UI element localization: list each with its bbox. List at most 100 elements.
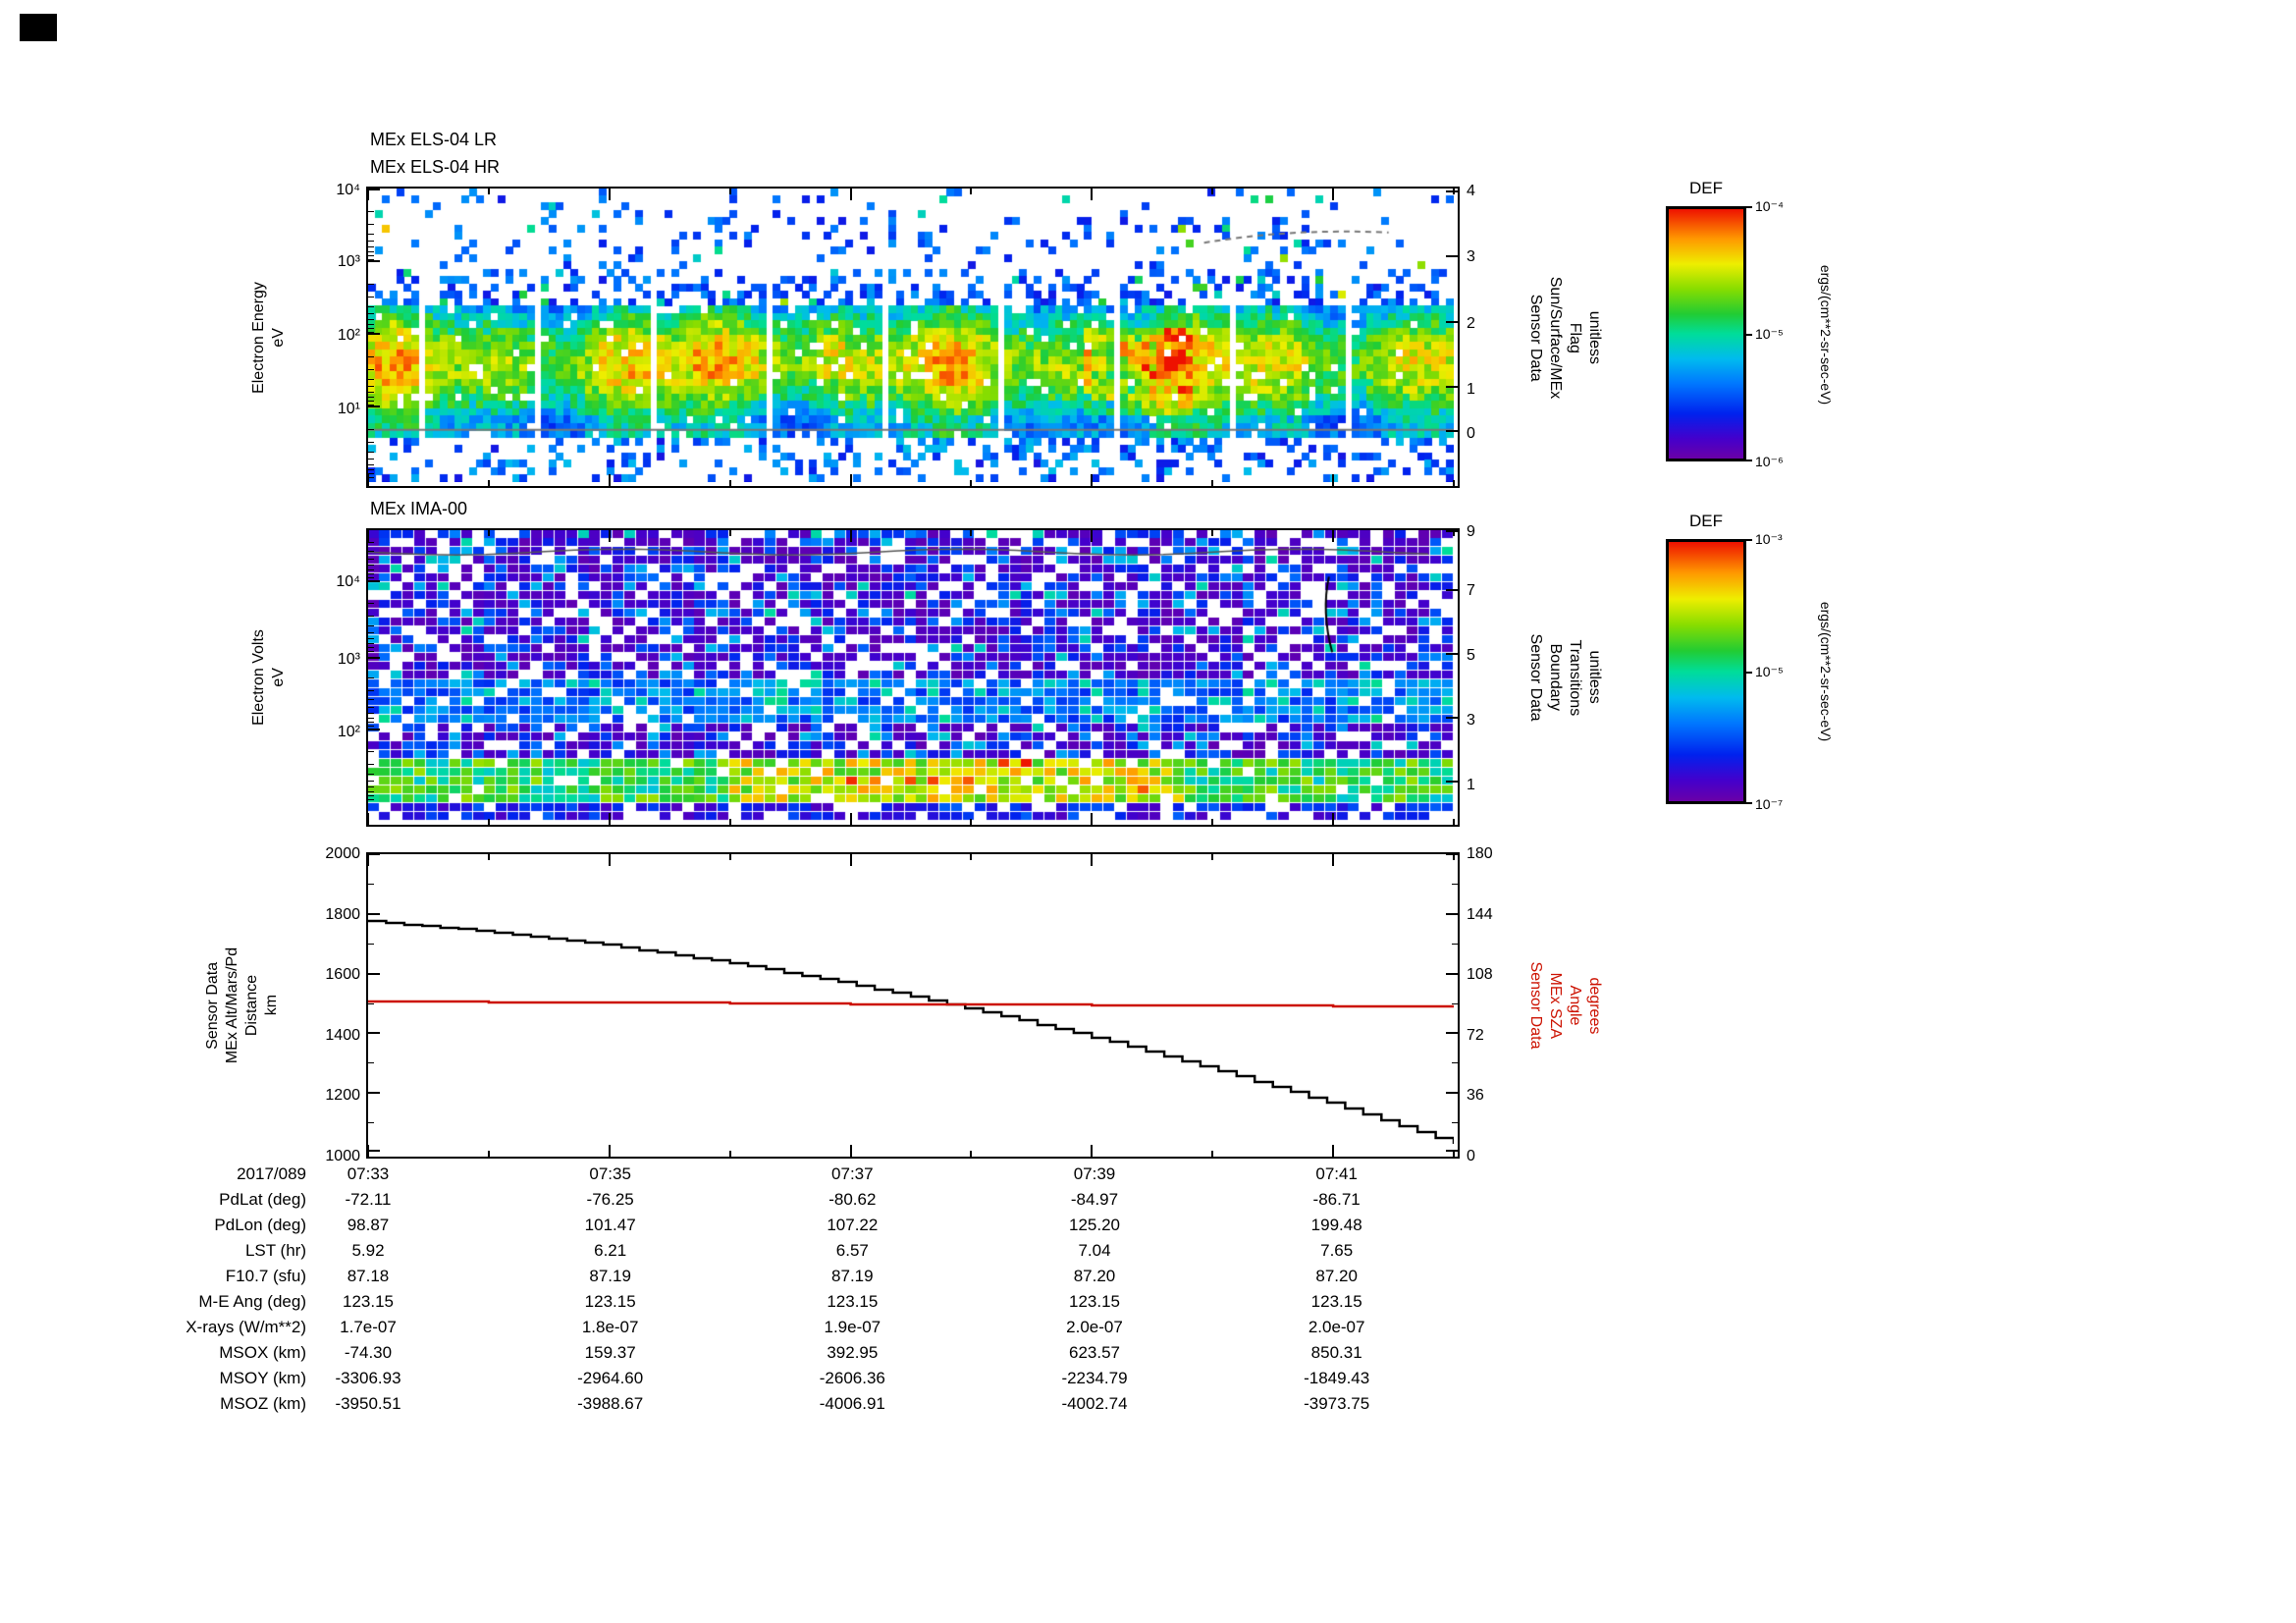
table-cell: 87.19	[831, 1267, 874, 1285]
els-ylabel-line2: eV	[270, 328, 287, 348]
time-tick-mark	[1091, 474, 1094, 486]
y-minor-tick	[368, 773, 374, 775]
y-minor-tick	[368, 1002, 374, 1004]
y-tick-mark	[368, 579, 380, 582]
table-cell: 392.95	[827, 1343, 879, 1362]
table-row-label: MSOZ (km)	[220, 1394, 306, 1413]
ima-right-axis-label: Sensor Data Boundary Transitions unitles…	[1527, 634, 1603, 722]
time-tick-mark	[970, 819, 973, 825]
y-tick-mark	[368, 1092, 380, 1095]
table-cell: -76.25	[586, 1190, 634, 1209]
table-row: MSOZ (km) -3950.51 -3988.67 -4006.91 -4002.7…	[0, 1394, 2296, 1420]
right-tick-label: 36	[1467, 1087, 1484, 1105]
time-tick-mark	[728, 819, 731, 825]
right-tick-mark	[1446, 716, 1458, 719]
time-tick-mark	[367, 530, 369, 542]
table-row-label: F10.7 (sfu)	[225, 1267, 306, 1285]
timeseries-panel	[366, 852, 1460, 1159]
y-minor-tick	[368, 391, 374, 393]
y-minor-tick-right	[1452, 1122, 1458, 1124]
table-cell: -72.11	[345, 1190, 392, 1209]
time-tick-mark	[1211, 819, 1214, 825]
right-tick-mark	[1446, 385, 1458, 388]
time-tick-mark	[367, 813, 369, 825]
colorbar-tick-mark	[1746, 802, 1752, 804]
y-minor-tick	[368, 245, 374, 247]
y-minor-tick	[368, 721, 374, 723]
right-tick-label: 7	[1467, 581, 1475, 599]
y-minor-tick	[368, 647, 374, 649]
y-minor-tick	[368, 211, 374, 213]
table-row-label: X-rays (W/m**2)	[186, 1318, 306, 1336]
time-tick-mark	[849, 474, 852, 486]
time-tick-mark	[970, 854, 973, 860]
time-tick-mark	[1091, 854, 1094, 866]
table-cell: -3306.93	[335, 1369, 401, 1387]
y-minor-tick	[368, 284, 374, 286]
colorbar-ima-gradient	[1666, 539, 1746, 804]
table-cell: 07:35	[589, 1164, 631, 1183]
table-cell: 6.21	[594, 1241, 627, 1260]
table-row-label: MSOX (km)	[219, 1343, 306, 1362]
table-cell: 850.31	[1310, 1343, 1362, 1362]
y-minor-tick	[368, 750, 374, 752]
time-tick-mark	[487, 1151, 490, 1157]
table-cell: -3973.75	[1304, 1394, 1370, 1413]
els-title-hr: MEx ELS-04 HR	[370, 157, 501, 177]
time-tick-mark	[970, 480, 973, 486]
altitude-line	[368, 919, 1454, 1144]
y-tick-mark	[368, 189, 380, 191]
y-minor-tick	[368, 400, 374, 402]
table-cell: 07:33	[347, 1164, 390, 1183]
right-tick-mark	[1446, 321, 1458, 324]
colorbar-tick-label: 10⁻⁷	[1755, 796, 1784, 812]
table-cell: 159.37	[584, 1343, 636, 1362]
time-tick-mark	[728, 480, 731, 486]
time-tick-mark	[367, 189, 369, 200]
ts-right-label-line1: Sensor Data	[1527, 961, 1544, 1050]
time-tick-mark	[367, 1145, 369, 1157]
table-cell: -74.30	[344, 1343, 393, 1362]
y-minor-tick	[368, 706, 374, 708]
table-row-label: MSOY (km)	[219, 1369, 306, 1387]
y-minor-tick	[368, 1062, 374, 1064]
colorbar-ima-unit-label: ergs/(cm**2-sr-sec-eV)	[1818, 601, 1834, 742]
y-minor-tick	[368, 250, 374, 252]
y-minor-tick	[368, 1122, 374, 1124]
y-minor-tick	[368, 943, 374, 945]
colorbar-tick-label: 10⁻³	[1755, 531, 1783, 547]
table-cell: 107.22	[827, 1216, 879, 1234]
time-tick-mark	[487, 189, 490, 194]
y-tick-label: 10⁴	[336, 572, 360, 590]
y-tick-mark	[368, 853, 380, 855]
time-tick-mark	[1091, 189, 1094, 200]
y-minor-tick-right	[1452, 943, 1458, 945]
time-tick-mark	[608, 189, 611, 200]
y-minor-tick	[368, 451, 374, 453]
y-minor-tick	[368, 799, 374, 801]
right-tick-mark	[1446, 781, 1458, 784]
time-tick-mark	[728, 1151, 731, 1157]
right-tick-mark	[1446, 588, 1458, 591]
table-row-label: LST (hr)	[244, 1241, 306, 1260]
colorbar-tick-label: 10⁻⁵	[1755, 664, 1784, 679]
table-cell: 07:39	[1073, 1164, 1116, 1183]
right-tick-label: 4	[1467, 183, 1475, 200]
y-tick-label: 2000	[325, 845, 360, 862]
ts-left-label-line1: Sensor Data	[204, 961, 221, 1050]
table-cell: 123.15	[827, 1292, 879, 1311]
table-cell: 123.15	[343, 1292, 394, 1311]
y-minor-tick	[368, 643, 374, 645]
table-cell: 98.87	[347, 1216, 390, 1234]
y-tick-label: 1000	[325, 1148, 360, 1164]
y-minor-tick	[368, 472, 374, 474]
right-tick-mark	[1446, 254, 1458, 257]
table-cell: 87.20	[1315, 1267, 1358, 1285]
y-minor-tick	[368, 297, 374, 298]
y-minor-tick	[368, 1092, 374, 1094]
y-minor-tick	[368, 564, 374, 566]
right-tick-label: 1	[1467, 776, 1475, 793]
y-minor-tick	[368, 551, 374, 553]
table-cell: -84.97	[1070, 1190, 1119, 1209]
